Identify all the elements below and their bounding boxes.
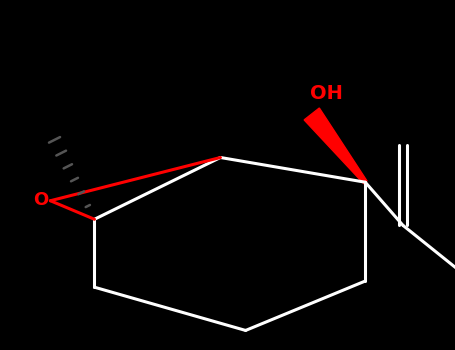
Polygon shape <box>304 108 367 183</box>
Text: O: O <box>33 191 48 209</box>
Text: OH: OH <box>310 84 343 103</box>
